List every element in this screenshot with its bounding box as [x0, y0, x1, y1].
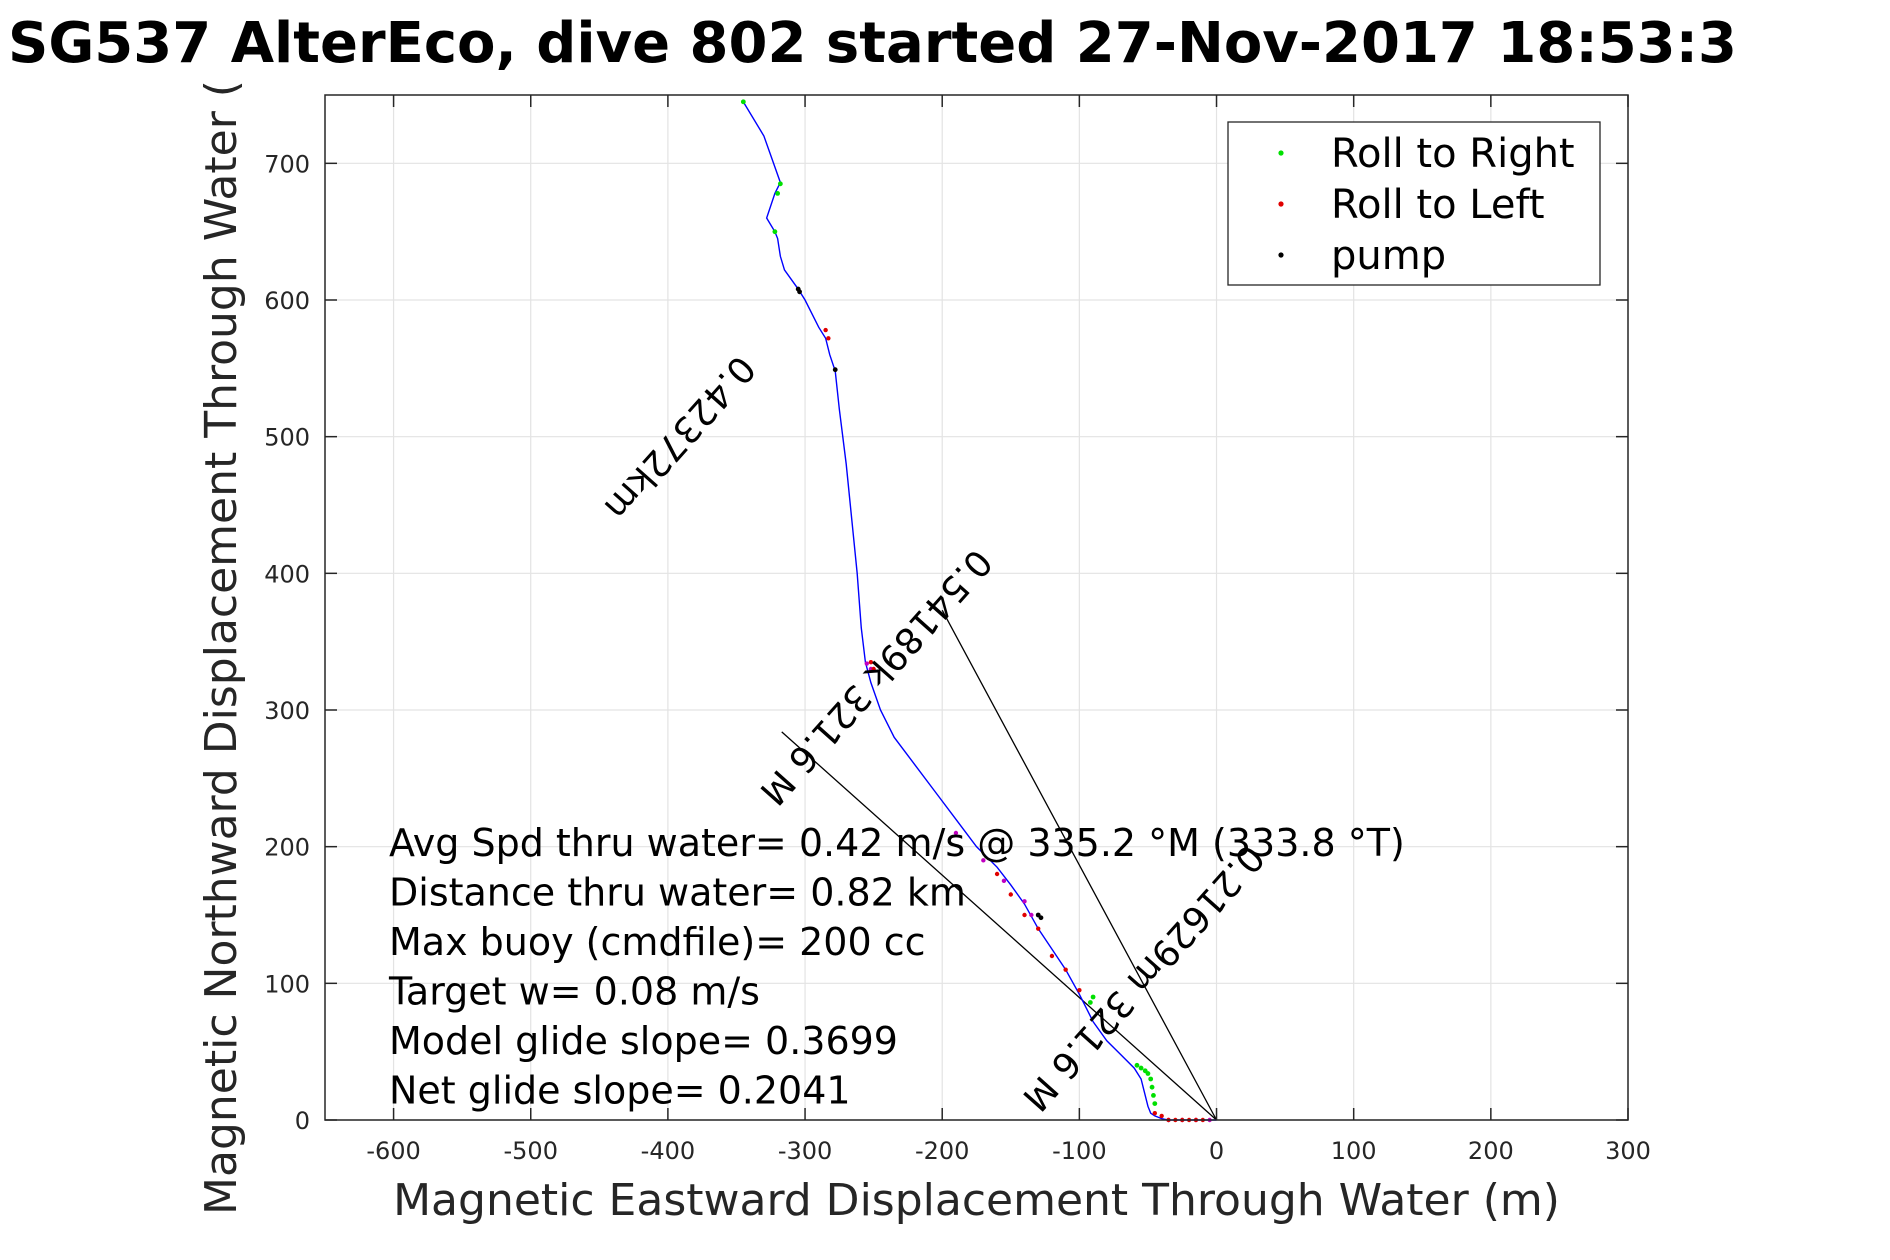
roll-right-point	[740, 99, 746, 105]
rotated-label: 0.21629m 321.6 M	[1014, 836, 1271, 1118]
legend-marker	[1278, 201, 1284, 207]
y-axis-ticks: 0 100 200 300 400 500 600 700	[264, 150, 1628, 1135]
x-tick-label: -300	[778, 1137, 832, 1165]
pump-point	[1038, 915, 1044, 921]
legend-label: Roll to Right	[1331, 131, 1575, 177]
annotation-line: Avg Spd thru water= 0.42 m/s @ 335.2 °M …	[389, 821, 1405, 865]
magenta-point	[1022, 899, 1027, 904]
roll-right-point	[1142, 1068, 1148, 1074]
rotated-label: 0.42372km	[596, 347, 763, 527]
roll-left-point	[826, 336, 831, 341]
annotations: Avg Spd thru water= 0.42 m/s @ 335.2 °M …	[388, 821, 1405, 1113]
x-tick-label: 100	[1331, 1137, 1377, 1165]
roll-right-point	[1087, 1000, 1093, 1005]
roll-right-point	[1138, 1065, 1144, 1071]
heading-line	[781, 731, 1217, 1121]
roll-right-point	[772, 229, 778, 235]
magenta-point	[981, 858, 986, 863]
x-tick-label: -100	[1052, 1137, 1106, 1165]
x-axis-ticks: -600 -500 -400 -300 -200 -100 0 100 200 300	[366, 95, 1651, 1165]
roll-right-point	[1152, 1101, 1158, 1106]
x-tick-label: -400	[641, 1137, 695, 1165]
roll-left-point	[1063, 967, 1068, 972]
legend-box	[1227, 121, 1601, 286]
rotated-label: 0.54189k 321.6 M	[751, 541, 999, 812]
y-axis-label: Magnetic Northward Displacement Through …	[196, 80, 247, 1215]
plot-area	[324, 94, 1629, 1121]
track-line	[742, 101, 1217, 1121]
y-tick-label: 0	[295, 1107, 310, 1135]
roll-left-point	[994, 871, 1000, 877]
legend-label: pump	[1331, 233, 1446, 279]
roll-left-point	[1152, 1110, 1158, 1116]
y-tick-label: 100	[264, 970, 310, 998]
heading-line	[941, 609, 1218, 1121]
roll-right-point	[775, 191, 781, 196]
pump-point	[797, 289, 802, 295]
y-tick-label: 300	[264, 697, 310, 725]
x-tick-label: -500	[504, 1137, 558, 1165]
roll-left-point	[1077, 987, 1082, 993]
roll-left-point	[871, 666, 876, 672]
roll-right-point	[777, 181, 783, 187]
roll-left-point	[1008, 892, 1013, 897]
annotation-line: Max buoy (cmdfile)= 200 cc	[389, 920, 926, 964]
y-tick-label: 500	[264, 424, 310, 452]
roll-left-point	[823, 327, 828, 333]
roll-left-point	[1022, 912, 1027, 918]
heading-lines	[781, 609, 1218, 1121]
roll-left-point	[868, 659, 874, 665]
annotation-line: Net glide slope= 0.2041	[389, 1069, 851, 1113]
pump-point	[832, 367, 838, 373]
legend: Roll to Right Roll to Left pump	[1227, 121, 1601, 286]
annotation-line: Model glide slope= 0.3699	[389, 1019, 898, 1063]
legend-marker	[1278, 150, 1284, 156]
x-tick-label: 300	[1605, 1137, 1651, 1165]
magenta-point	[864, 661, 869, 666]
x-tick-label: 200	[1468, 1137, 1514, 1165]
roll-left-point	[1159, 1113, 1164, 1119]
x-tick-label: -200	[915, 1137, 969, 1165]
y-tick-label: 200	[264, 834, 310, 862]
roll-right-point	[1151, 1093, 1156, 1098]
legend-marker	[1278, 252, 1284, 258]
x-axis-label: Magnetic Eastward Displacement Through W…	[393, 1175, 1560, 1226]
roll-right-point	[1090, 994, 1096, 1000]
x-tick-label: 0	[1209, 1137, 1224, 1165]
track-layer	[742, 101, 1217, 1121]
legend-label: Roll to Left	[1331, 182, 1545, 228]
y-tick-label: 700	[264, 150, 310, 178]
roll-left-point	[1036, 926, 1041, 931]
roll-right-point	[1148, 1076, 1154, 1082]
annotation-line: Distance thru water= 0.82 km	[389, 871, 966, 915]
x-tick-label: -600	[366, 1137, 420, 1165]
roll-right-point	[1134, 1062, 1140, 1068]
y-tick-label: 400	[264, 560, 310, 588]
y-tick-label: 600	[264, 287, 310, 315]
magenta-point	[1029, 912, 1034, 918]
magenta-point	[953, 830, 959, 836]
roll-left-point	[1049, 953, 1055, 959]
magenta-point	[1001, 878, 1007, 884]
roll-right-point	[1149, 1084, 1155, 1090]
chart-title: SG537 AlterEco, dive 802 started 27-Nov-…	[8, 11, 1737, 76]
annotation-line: Target w= 0.08 m/s	[388, 970, 760, 1014]
